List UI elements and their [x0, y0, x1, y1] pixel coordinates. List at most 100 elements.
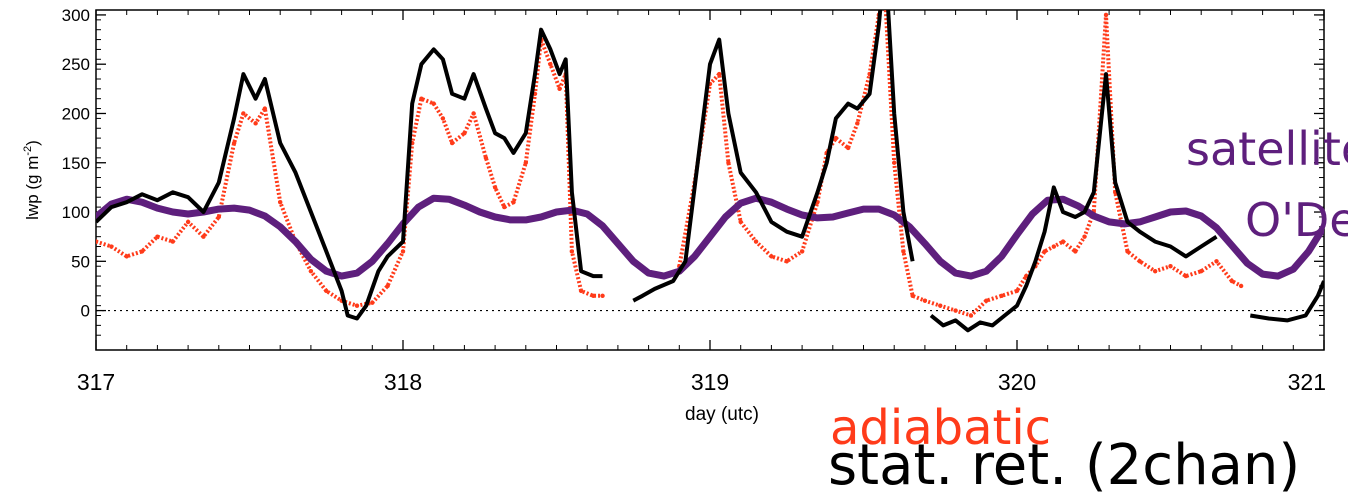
adiabatic-point — [855, 121, 860, 126]
legend-statret-label: stat. ret. (2chan) — [828, 433, 1300, 493]
adiabatic-point — [738, 219, 743, 225]
y-tick-label: 150 — [62, 154, 90, 173]
adiabatic-point — [1199, 268, 1204, 274]
adiabatic-point — [483, 155, 489, 161]
adiabatic-point — [492, 185, 498, 190]
adiabatic-point — [1152, 268, 1158, 274]
adiabatic-point — [717, 71, 722, 77]
adiabatic-point — [1238, 283, 1244, 289]
adiabatic-point — [569, 249, 575, 254]
adiabatic-point — [431, 101, 436, 106]
adiabatic-point — [324, 288, 329, 294]
legend-adiabatic-label: adiabatic — [830, 400, 1051, 456]
adiabatic-point — [511, 199, 516, 205]
adiabatic-point — [726, 160, 731, 165]
adiabatic-point — [1014, 288, 1020, 294]
adiabatic-point — [892, 160, 897, 165]
adiabatic-point — [984, 298, 989, 303]
adiabatic-point — [1229, 278, 1235, 284]
legend-satellite-label: satellite — [1186, 122, 1348, 176]
adiabatic-point — [845, 145, 851, 151]
satellite-series — [96, 194, 1324, 280]
adiabatic-point — [938, 303, 943, 308]
adiabatic-point — [1082, 234, 1087, 239]
y-tick-label: 200 — [62, 104, 90, 123]
adiabatic-point — [502, 204, 507, 210]
adiabatic-point — [419, 96, 424, 101]
adiabatic-point — [1137, 259, 1143, 264]
adiabatic-point — [449, 140, 455, 146]
adiabatic-point — [96, 239, 99, 244]
adiabatic-point — [578, 288, 584, 294]
adiabatic-point — [262, 106, 268, 111]
y-axis-label-main: lwp (g m — [23, 156, 42, 220]
x-tick-label: 321 — [1288, 369, 1326, 395]
y-axis-label-sup: -2 — [22, 146, 34, 156]
adiabatic-point — [385, 283, 390, 289]
adiabatic-point — [591, 293, 596, 298]
adiabatic-point — [910, 293, 915, 298]
adiabatic-point — [1183, 273, 1189, 279]
adiabatic-point — [231, 140, 237, 146]
adiabatic-point — [968, 313, 974, 318]
adiabatic-point — [155, 234, 160, 239]
adiabatic-point — [799, 249, 805, 254]
adiabatic-point — [1214, 259, 1219, 264]
adiabatic-point — [440, 116, 446, 121]
adiabatic-line — [96, 10, 1243, 318]
adiabatic-point — [833, 135, 839, 141]
legend-odell-label: O'Dell — [1245, 193, 1348, 247]
adiabatic-point — [216, 214, 221, 220]
x-tick-label: 320 — [998, 369, 1036, 395]
x-axis-ticks: 317 318 319 320 321 — [77, 10, 1326, 395]
adiabatic-point — [600, 293, 605, 298]
adiabatic-point — [1125, 249, 1130, 254]
y-tick-label: 250 — [62, 55, 90, 74]
y-tick-label: 300 — [62, 6, 90, 25]
adiabatic-point — [354, 303, 360, 308]
y-axis-label-close: ) — [23, 140, 42, 146]
adiabatic-point — [999, 293, 1004, 298]
adiabatic-point — [557, 86, 562, 92]
adiabatic-point — [241, 111, 246, 116]
adiabatic-point — [1060, 239, 1066, 244]
y-axis-ticks: 0 50 100 150 200 250 300 — [62, 6, 1324, 336]
adiabatic-point — [185, 219, 191, 225]
adiabatic-point — [1103, 12, 1109, 18]
x-axis-label: day (utc) — [685, 404, 759, 425]
adiabatic-point — [953, 308, 958, 313]
adiabatic-point — [901, 249, 906, 254]
adiabatic-point — [400, 249, 406, 254]
x-tick-label: 318 — [384, 369, 422, 395]
adiabatic-point — [308, 268, 314, 274]
y-axis-label: lwp (g m-2) — [22, 140, 42, 220]
satellite-line — [96, 194, 1324, 280]
adiabatic-point — [471, 111, 476, 116]
adiabatic-point — [1073, 249, 1078, 254]
adiabatic-point — [922, 298, 928, 303]
adiabatic-point — [769, 254, 774, 259]
adiabatic-point — [1024, 273, 1029, 279]
adiabatic-point — [753, 239, 759, 244]
y-tick-label: 100 — [62, 203, 90, 222]
adiabatic-point — [1042, 249, 1047, 254]
adiabatic-point — [124, 254, 129, 259]
adiabatic-point — [109, 244, 114, 249]
y-tick-label: 0 — [81, 302, 90, 321]
stat-ret-series — [96, 10, 1324, 333]
x-tick-label: 317 — [77, 369, 115, 395]
adiabatic-point — [278, 199, 283, 205]
adiabatic-point — [253, 121, 258, 126]
adiabatic-point — [139, 249, 145, 254]
adiabatic-point — [462, 130, 467, 136]
adiabatic-series — [96, 10, 1244, 318]
stat-ret-line — [96, 10, 1324, 333]
adiabatic-point — [170, 239, 175, 244]
x-tick-label: 319 — [691, 369, 729, 395]
adiabatic-point — [1051, 244, 1057, 249]
adiabatic-point — [523, 160, 528, 165]
adiabatic-point — [370, 300, 375, 305]
adiabatic-point — [1168, 264, 1173, 269]
adiabatic-point — [784, 259, 789, 264]
